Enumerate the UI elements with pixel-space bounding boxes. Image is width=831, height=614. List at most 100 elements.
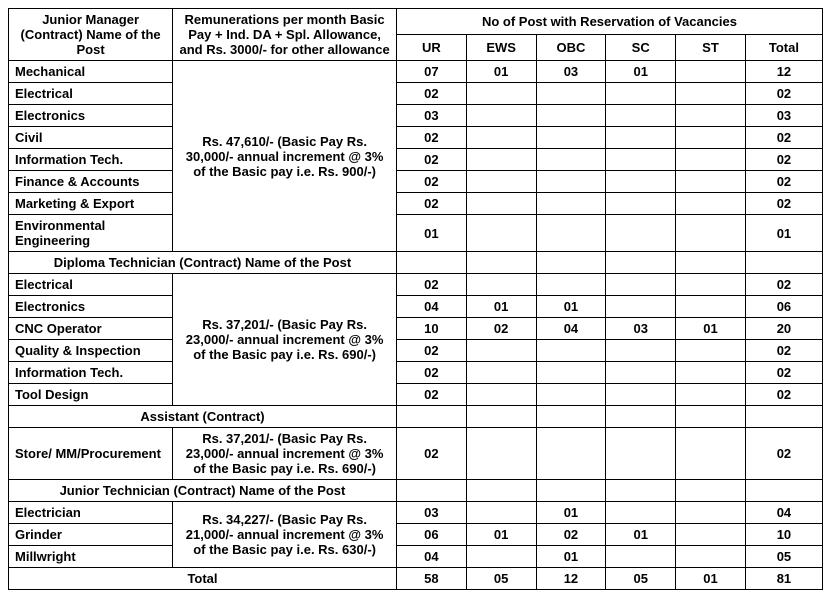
empty-cell bbox=[676, 406, 746, 428]
table-row: Civil 02 02 bbox=[9, 127, 823, 149]
cell-obc bbox=[536, 274, 606, 296]
cell-ews bbox=[466, 274, 536, 296]
post-name: Electronics bbox=[9, 296, 173, 318]
cell-st bbox=[676, 149, 746, 171]
cell-sc bbox=[606, 193, 676, 215]
col-ews: EWS bbox=[466, 35, 536, 61]
cell-total: 02 bbox=[745, 362, 822, 384]
post-name: Information Tech. bbox=[9, 149, 173, 171]
cell-ews bbox=[466, 340, 536, 362]
post-name: Tool Design bbox=[9, 384, 173, 406]
table-row: Quality & Inspection 02 02 bbox=[9, 340, 823, 362]
remuneration-cell: Rs. 47,610/- (Basic Pay Rs. 30,000/- ann… bbox=[173, 61, 397, 252]
post-name: Environmental Engineering bbox=[9, 215, 173, 252]
table-row: Electronics 04 01 01 06 bbox=[9, 296, 823, 318]
remuneration-cell: Rs. 37,201/- (Basic Pay Rs. 23,000/- ann… bbox=[173, 428, 397, 480]
cell-ews bbox=[466, 83, 536, 105]
table-row: Electrician Rs. 34,227/- (Basic Pay Rs. … bbox=[9, 502, 823, 524]
cell-total: 02 bbox=[745, 83, 822, 105]
table-row: Information Tech. 02 02 bbox=[9, 149, 823, 171]
cell-obc bbox=[536, 428, 606, 480]
col-st: ST bbox=[676, 35, 746, 61]
post-name: Marketing & Export bbox=[9, 193, 173, 215]
remun-header: Remunerations per month Basic Pay + Ind.… bbox=[173, 9, 397, 61]
cell-sc bbox=[606, 171, 676, 193]
section-row-assistant: Assistant (Contract) bbox=[9, 406, 823, 428]
total-ur: 58 bbox=[396, 568, 466, 590]
cell-total: 04 bbox=[745, 502, 822, 524]
post-name: Civil bbox=[9, 127, 173, 149]
cell-ur: 02 bbox=[396, 83, 466, 105]
cell-sc bbox=[606, 105, 676, 127]
cell-ur: 02 bbox=[396, 171, 466, 193]
cell-sc bbox=[606, 296, 676, 318]
table-row: Electrical 02 02 bbox=[9, 83, 823, 105]
cell-obc bbox=[536, 127, 606, 149]
empty-cell bbox=[745, 252, 822, 274]
cell-ur: 02 bbox=[396, 428, 466, 480]
cell-sc bbox=[606, 362, 676, 384]
cell-ur: 01 bbox=[396, 215, 466, 252]
cell-ews bbox=[466, 502, 536, 524]
post-name: Electrical bbox=[9, 274, 173, 296]
empty-cell bbox=[396, 406, 466, 428]
cell-st bbox=[676, 296, 746, 318]
cell-st bbox=[676, 61, 746, 83]
cell-total: 02 bbox=[745, 274, 822, 296]
total-sc: 05 bbox=[606, 568, 676, 590]
empty-cell bbox=[676, 480, 746, 502]
table-row: Mechanical Rs. 47,610/- (Basic Pay Rs. 3… bbox=[9, 61, 823, 83]
cell-ews: 01 bbox=[466, 524, 536, 546]
cell-ur: 10 bbox=[396, 318, 466, 340]
cell-sc bbox=[606, 274, 676, 296]
cell-total: 20 bbox=[745, 318, 822, 340]
total-ews: 05 bbox=[466, 568, 536, 590]
cell-ur: 03 bbox=[396, 502, 466, 524]
header-row-1: Junior Manager (Contract) Name of the Po… bbox=[9, 9, 823, 35]
cell-obc bbox=[536, 340, 606, 362]
cell-obc bbox=[536, 105, 606, 127]
cell-obc: 01 bbox=[536, 546, 606, 568]
cell-obc bbox=[536, 149, 606, 171]
cell-sc bbox=[606, 83, 676, 105]
cell-obc: 04 bbox=[536, 318, 606, 340]
cell-st bbox=[676, 105, 746, 127]
total-total: 81 bbox=[745, 568, 822, 590]
cell-ews: 01 bbox=[466, 61, 536, 83]
section-header: Assistant (Contract) bbox=[9, 406, 397, 428]
cell-ews: 01 bbox=[466, 296, 536, 318]
cell-obc: 03 bbox=[536, 61, 606, 83]
table-row: Tool Design 02 02 bbox=[9, 384, 823, 406]
cell-st bbox=[676, 546, 746, 568]
cell-sc bbox=[606, 384, 676, 406]
cell-sc bbox=[606, 340, 676, 362]
cell-total: 02 bbox=[745, 149, 822, 171]
cell-ews bbox=[466, 362, 536, 384]
cell-ur: 02 bbox=[396, 149, 466, 171]
post-name: Grinder bbox=[9, 524, 173, 546]
post-name: Store/ MM/Procurement bbox=[9, 428, 173, 480]
table-row: Environmental Engineering 01 01 bbox=[9, 215, 823, 252]
table-row: Finance & Accounts 02 02 bbox=[9, 171, 823, 193]
cell-st bbox=[676, 340, 746, 362]
vacancy-header: No of Post with Reservation of Vacancies bbox=[396, 9, 822, 35]
cell-sc bbox=[606, 546, 676, 568]
post-header: Junior Manager (Contract) Name of the Po… bbox=[9, 9, 173, 61]
empty-cell bbox=[606, 406, 676, 428]
empty-cell bbox=[676, 252, 746, 274]
cell-st bbox=[676, 502, 746, 524]
cell-obc bbox=[536, 193, 606, 215]
total-st: 01 bbox=[676, 568, 746, 590]
cell-st bbox=[676, 127, 746, 149]
cell-ews bbox=[466, 105, 536, 127]
empty-cell bbox=[606, 480, 676, 502]
remuneration-cell: Rs. 34,227/- (Basic Pay Rs. 21,000/- ann… bbox=[173, 502, 397, 568]
cell-st bbox=[676, 362, 746, 384]
cell-st: 01 bbox=[676, 318, 746, 340]
col-total: Total bbox=[745, 35, 822, 61]
cell-obc bbox=[536, 362, 606, 384]
cell-ur: 02 bbox=[396, 274, 466, 296]
cell-ews bbox=[466, 127, 536, 149]
cell-ews bbox=[466, 171, 536, 193]
post-name: Quality & Inspection bbox=[9, 340, 173, 362]
